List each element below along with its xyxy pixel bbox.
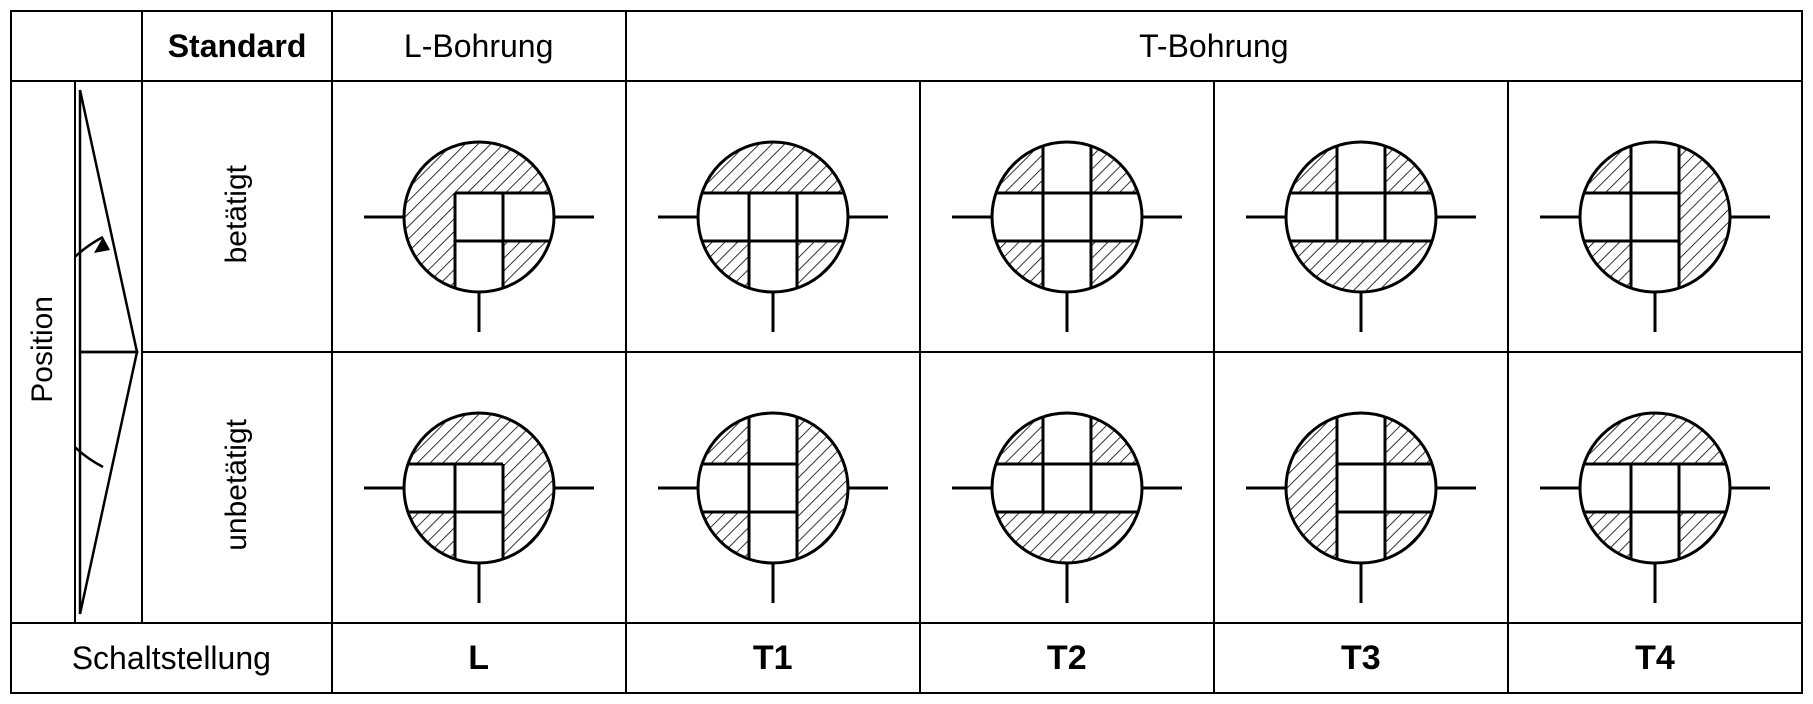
position-indicator-icon [76, 82, 141, 622]
cell-actuated-T4 [1508, 81, 1802, 352]
cell-actuated-L [332, 81, 626, 352]
footer-T2: T2 [920, 623, 1214, 693]
header-t-bore: T-Bohrung [626, 11, 1802, 81]
footer-L: L [332, 623, 626, 693]
header-standard: Standard [142, 11, 331, 81]
valve-config-table: Standard L-Bohrung T-Bohrung Position be… [10, 10, 1803, 694]
position-label: Position [26, 296, 60, 403]
position-label-cell: Position [11, 81, 75, 623]
header-l-bore: L-Bohrung [332, 11, 626, 81]
cell-actuated-T3 [1214, 81, 1508, 352]
cell-unactuated-T4 [1508, 352, 1802, 623]
cell-unactuated-T3 [1214, 352, 1508, 623]
position-indicator-cell [75, 81, 142, 623]
cell-unactuated-T2 [920, 352, 1214, 623]
cell-actuated-T2 [920, 81, 1214, 352]
footer-T4: T4 [1508, 623, 1802, 693]
cell-unactuated-T1 [626, 352, 920, 623]
footer-label: Schaltstellung [11, 623, 332, 693]
row-label-unactuated: unbetätigt [142, 352, 331, 623]
row-label-actuated: betätigt [142, 81, 331, 352]
cell-actuated-T1 [626, 81, 920, 352]
header-blank [11, 11, 142, 81]
footer-T3: T3 [1214, 623, 1508, 693]
footer-T1: T1 [626, 623, 920, 693]
cell-unactuated-L [332, 352, 626, 623]
